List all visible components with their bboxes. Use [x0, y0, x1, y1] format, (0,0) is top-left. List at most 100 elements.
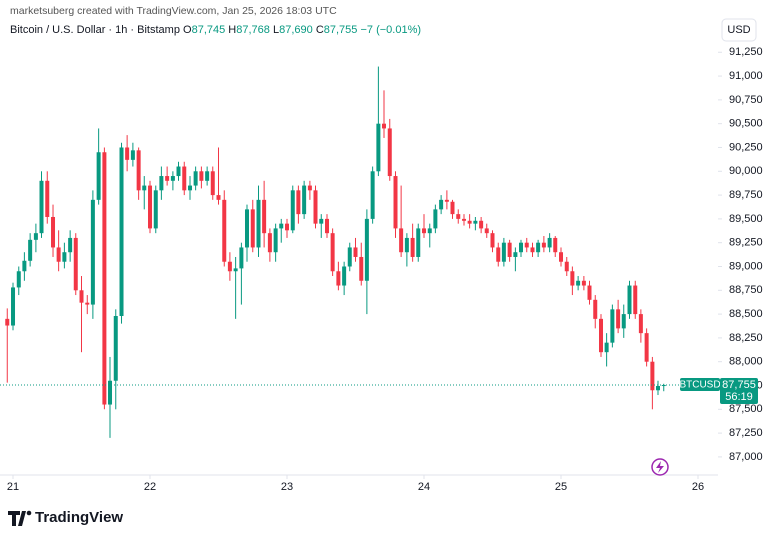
chart-title: Bitcoin / U.S. Dollar · 1h · Bitstamp — [10, 24, 180, 36]
chart-header: Bitcoin / U.S. Dollar · 1h · Bitstamp O8… — [10, 24, 421, 36]
currency-button[interactable] — [721, 18, 757, 42]
event-icon[interactable] — [651, 458, 669, 476]
candle-body — [182, 166, 187, 191]
candle-body — [547, 237, 552, 248]
candle-body — [387, 128, 392, 177]
candle-body — [638, 314, 643, 334]
candle-body — [330, 233, 335, 272]
y-tick-label: 91,250 — [729, 46, 763, 58]
candle-body — [342, 266, 347, 286]
candle-body — [85, 302, 90, 305]
candle-body — [22, 260, 27, 272]
candle-body — [290, 190, 295, 231]
candle-body — [285, 223, 290, 231]
candle-body — [347, 247, 352, 267]
change: −7 (−0.01%) — [360, 24, 422, 36]
y-tick-label: 88,750 — [729, 284, 763, 296]
candle-body — [587, 285, 592, 300]
candle-body — [530, 247, 535, 253]
candle-body — [165, 176, 170, 181]
candle-body — [650, 361, 655, 391]
y-tick-label: 90,000 — [729, 165, 763, 177]
x-tick-label: 25 — [555, 481, 567, 493]
candle-body — [518, 242, 523, 253]
candle-body — [501, 242, 506, 262]
candle-body — [233, 268, 238, 272]
candle-body — [45, 180, 50, 217]
candle-body — [222, 199, 227, 262]
ohlc-key: C — [315, 24, 324, 36]
candle-body — [416, 228, 421, 257]
candle-body — [433, 209, 438, 229]
candle-body — [553, 237, 558, 253]
candle-body — [267, 233, 272, 253]
y-tick-label: 88,000 — [729, 356, 763, 368]
candle-body — [507, 242, 512, 257]
x-tick-label: 21 — [7, 481, 19, 493]
candle-body — [279, 223, 284, 229]
candle-body — [541, 242, 546, 248]
last-price-box — [720, 378, 758, 405]
candle-body — [62, 252, 67, 262]
candle-body — [250, 209, 255, 248]
ohlc: O87,745 H87,768 L87,690 C87,755 — [183, 24, 360, 36]
candle-body — [581, 280, 586, 286]
candle-body — [130, 150, 135, 160]
candle-body — [108, 380, 113, 405]
candle-body — [353, 247, 358, 257]
ohlc-value: 87,755 — [323, 24, 358, 36]
candle-body — [51, 216, 56, 248]
ohlc-key: L — [272, 24, 280, 36]
countdown: 56:19 — [725, 391, 753, 403]
candle-body — [210, 171, 215, 196]
candle-body — [153, 190, 158, 229]
candle-body — [142, 185, 147, 191]
candle-body — [479, 220, 484, 229]
candle-body — [227, 261, 232, 272]
candle-body — [205, 171, 210, 181]
candle-body — [576, 280, 581, 286]
candle-body — [599, 318, 604, 353]
candle-body — [245, 209, 250, 248]
candle-body — [536, 242, 541, 253]
candle-body — [307, 185, 312, 191]
currency: USD — [727, 24, 750, 36]
x-tick-label: 26 — [692, 481, 704, 493]
candle-body — [136, 150, 141, 191]
y-tick-label: 89,250 — [729, 237, 763, 249]
candle-body — [604, 342, 609, 353]
candle-body — [644, 333, 649, 362]
candle-body — [119, 147, 124, 317]
candle-body — [256, 199, 261, 248]
candle-body — [621, 314, 626, 329]
candle-body — [473, 220, 478, 224]
candle-body — [616, 309, 621, 329]
candle-body — [364, 218, 369, 281]
candle-body — [422, 228, 427, 234]
candle-body — [467, 220, 472, 224]
ohlc-value: 87,690 — [279, 24, 313, 36]
candle-body — [570, 271, 575, 286]
ohlc-value: 87,745 — [191, 24, 226, 36]
candle-body — [627, 285, 632, 315]
y-tick-label: 91,000 — [729, 70, 763, 82]
y-tick-label: 90,250 — [729, 141, 763, 153]
candle-body — [188, 185, 193, 191]
candle-body — [113, 316, 118, 381]
candle-body — [325, 218, 330, 234]
x-tick-label: 22 — [144, 481, 156, 493]
candle-body — [336, 271, 341, 286]
y-tick-label: 88,250 — [729, 332, 763, 344]
candle-body — [68, 237, 73, 253]
candle-body — [382, 123, 387, 129]
candle-body — [5, 318, 10, 326]
candle-body — [313, 190, 318, 224]
candle-body — [302, 185, 307, 215]
candle-body — [296, 190, 301, 215]
candle-body — [16, 271, 21, 288]
candle-body — [102, 152, 107, 405]
candle-body — [148, 185, 153, 229]
candle-body — [239, 247, 244, 269]
y-tick-label: 87,250 — [729, 427, 763, 439]
candle-body — [262, 199, 267, 234]
